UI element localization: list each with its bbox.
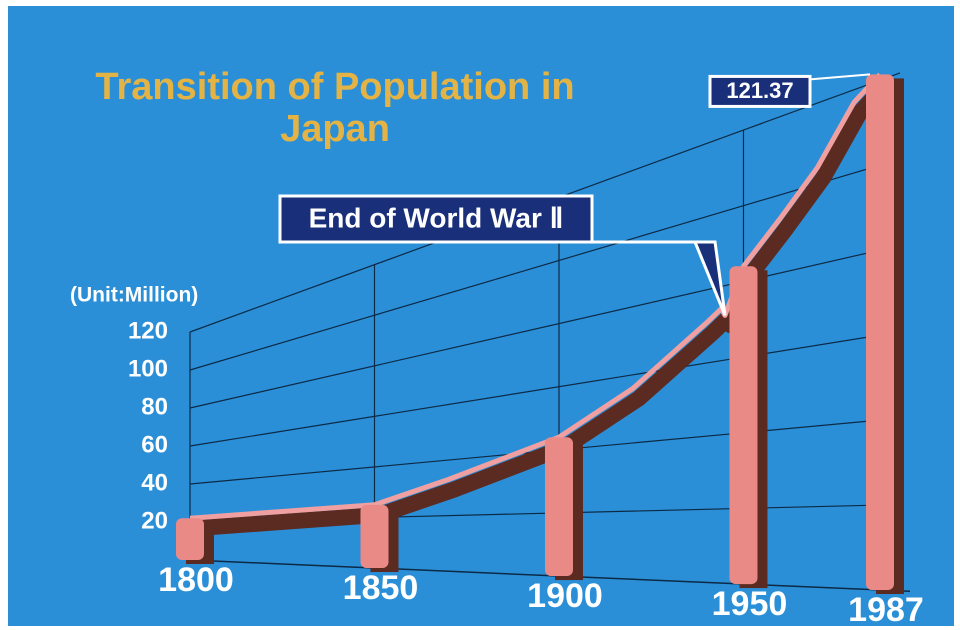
y-tick-label: 120	[128, 317, 168, 344]
annotation-box	[278, 194, 727, 316]
bar	[360, 504, 389, 569]
chart-title: Transition of Population in Japan	[95, 66, 575, 150]
y-tick-label: 40	[141, 469, 168, 496]
bar	[544, 437, 573, 577]
annotation: End of World War Ⅱ	[309, 202, 564, 233]
y-axis-label: (Unit:Million)	[70, 284, 198, 307]
background	[8, 6, 954, 626]
x-tick-label: 1950	[712, 585, 788, 623]
y-tick-label: 20	[141, 507, 168, 534]
value-label-leader	[809, 73, 871, 81]
y-tick-label: 60	[141, 431, 168, 458]
grid-line	[189, 158, 901, 371]
value-label: 121.37	[726, 78, 793, 103]
x-tick-label: 1987	[848, 591, 924, 629]
y-tick-label: 80	[141, 393, 168, 420]
line-shadow	[195, 78, 892, 537]
x-tick-label: 1900	[527, 577, 603, 615]
grid-line	[189, 245, 901, 409]
y-tick-label: 100	[128, 355, 168, 382]
value-label-box	[708, 74, 812, 108]
x-tick-label: 1800	[158, 561, 234, 599]
x-tick-label: 1850	[343, 569, 419, 607]
bar	[176, 518, 204, 560]
grid-line	[189, 331, 901, 447]
bar	[866, 74, 894, 591]
bar	[729, 266, 758, 585]
